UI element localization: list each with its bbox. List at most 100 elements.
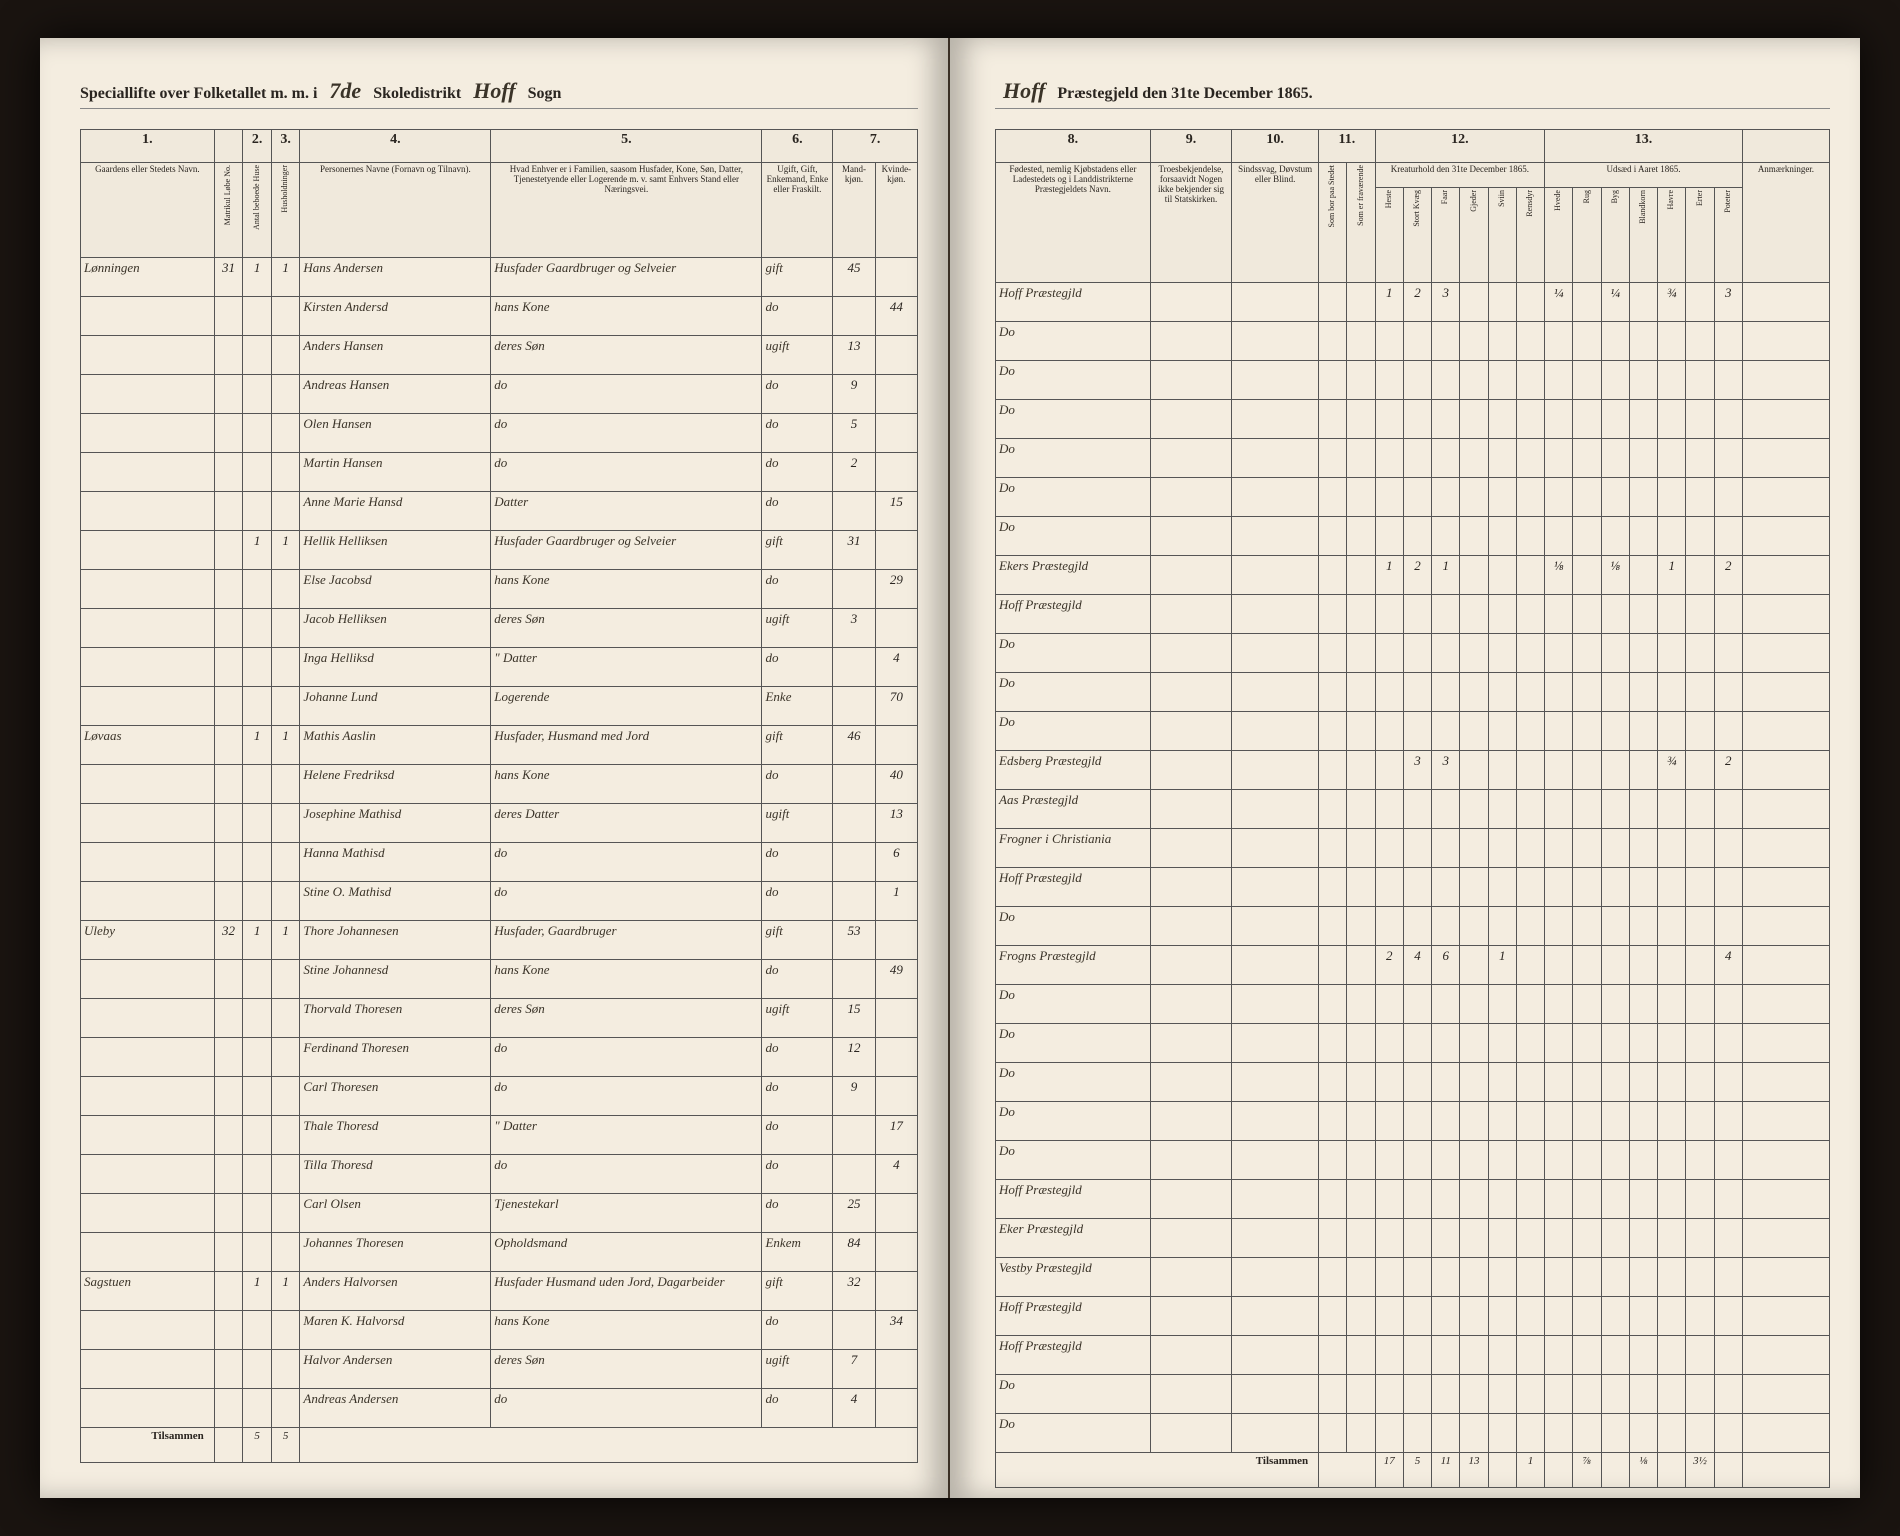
mat (214, 1389, 243, 1428)
kr-5 (1516, 751, 1544, 790)
hh (271, 843, 300, 882)
stand: gift (762, 531, 833, 570)
kr-11 (1686, 1102, 1714, 1141)
table-row: Hoff Præstegjld (996, 1336, 1830, 1375)
kr-3 (1460, 361, 1488, 400)
kr-0 (1375, 907, 1403, 946)
gaard (81, 570, 215, 609)
mk (833, 687, 875, 726)
kr-5 (1516, 985, 1544, 1024)
fs: Do (996, 1141, 1151, 1180)
gaard (81, 765, 215, 804)
h11a: Som bor paa Stedet (1319, 163, 1347, 283)
frav (1347, 712, 1375, 751)
fam: Husfader, Husmand med Jord (491, 726, 762, 765)
kr-5 (1516, 556, 1544, 595)
kr-9 (1629, 439, 1657, 478)
kr-8 (1601, 1414, 1629, 1453)
kr-2 (1432, 478, 1460, 517)
kr-6 (1545, 1141, 1573, 1180)
kr-7 (1573, 478, 1601, 517)
title-mid: Skoledistrikt (373, 85, 461, 102)
kr-1: 3 (1403, 751, 1431, 790)
fs: Do (996, 1102, 1151, 1141)
kr-3 (1460, 1219, 1488, 1258)
kr-11 (1686, 790, 1714, 829)
kr-2 (1432, 907, 1460, 946)
kr-4 (1488, 439, 1516, 478)
col-1: 1. (81, 130, 215, 163)
fs: Do (996, 439, 1151, 478)
troes (1150, 673, 1231, 712)
kr-11 (1686, 946, 1714, 985)
kr-2 (1432, 634, 1460, 673)
kr-6 (1545, 400, 1573, 439)
sogn-label: Sogn (528, 85, 562, 102)
table-row: Do (996, 478, 1830, 517)
fam: hans Kone (491, 297, 762, 336)
fam: deres Søn (491, 609, 762, 648)
kr-9 (1629, 478, 1657, 517)
mat: 32 (214, 921, 243, 960)
table-row: Do (996, 1024, 1830, 1063)
gaard (81, 336, 215, 375)
frav (1347, 751, 1375, 790)
kr-10 (1658, 361, 1686, 400)
kr-8 (1601, 322, 1629, 361)
kr-1 (1403, 868, 1431, 907)
kr-7 (1573, 1258, 1601, 1297)
anm (1742, 556, 1829, 595)
table-row: Andreas Hansendodo9 (81, 375, 918, 414)
bor (1319, 1258, 1347, 1297)
kr-12 (1714, 1024, 1742, 1063)
mk: 31 (833, 531, 875, 570)
hus (243, 414, 272, 453)
kr-9 (1629, 1414, 1657, 1453)
kr-9 (1629, 1375, 1657, 1414)
bor (1319, 712, 1347, 751)
kr-8 (1601, 1024, 1629, 1063)
hh (271, 609, 300, 648)
kr-1 (1403, 517, 1431, 556)
kk (875, 1038, 917, 1077)
kr-4 (1488, 1297, 1516, 1336)
fam: do (491, 414, 762, 453)
kr-7 (1573, 283, 1601, 322)
kr-10 (1658, 673, 1686, 712)
h12a: Heste (1375, 188, 1403, 283)
hus (243, 804, 272, 843)
kr-0 (1375, 400, 1403, 439)
navn: Else Jacobsd (300, 570, 491, 609)
hh (271, 1194, 300, 1233)
kr-11 (1686, 1258, 1714, 1297)
kr-9 (1629, 1063, 1657, 1102)
kr-8 (1601, 439, 1629, 478)
kr-9 (1629, 985, 1657, 1024)
mat (214, 1077, 243, 1116)
kr-11 (1686, 1336, 1714, 1375)
kk: 4 (875, 648, 917, 687)
kr-1 (1403, 673, 1431, 712)
kr-7 (1573, 1102, 1601, 1141)
h13c: Byg (1601, 188, 1629, 283)
stand: do (762, 1038, 833, 1077)
anm (1742, 1063, 1829, 1102)
fs: Hoff Præstegjld (996, 868, 1151, 907)
kr-12 (1714, 907, 1742, 946)
kr-7 (1573, 1180, 1601, 1219)
kr-5 (1516, 1180, 1544, 1219)
kr-12 (1714, 595, 1742, 634)
frav (1347, 1024, 1375, 1063)
kr-0: 1 (1375, 283, 1403, 322)
table-row: Else Jacobsdhans Konedo29 (81, 570, 918, 609)
table-row: Do (996, 673, 1830, 712)
kr-6 (1545, 907, 1573, 946)
sind (1232, 595, 1319, 634)
troes (1150, 556, 1231, 595)
troes (1150, 1258, 1231, 1297)
kr-4 (1488, 829, 1516, 868)
fam: hans Kone (491, 570, 762, 609)
kk: 1 (875, 882, 917, 921)
kr-4 (1488, 478, 1516, 517)
sind (1232, 517, 1319, 556)
